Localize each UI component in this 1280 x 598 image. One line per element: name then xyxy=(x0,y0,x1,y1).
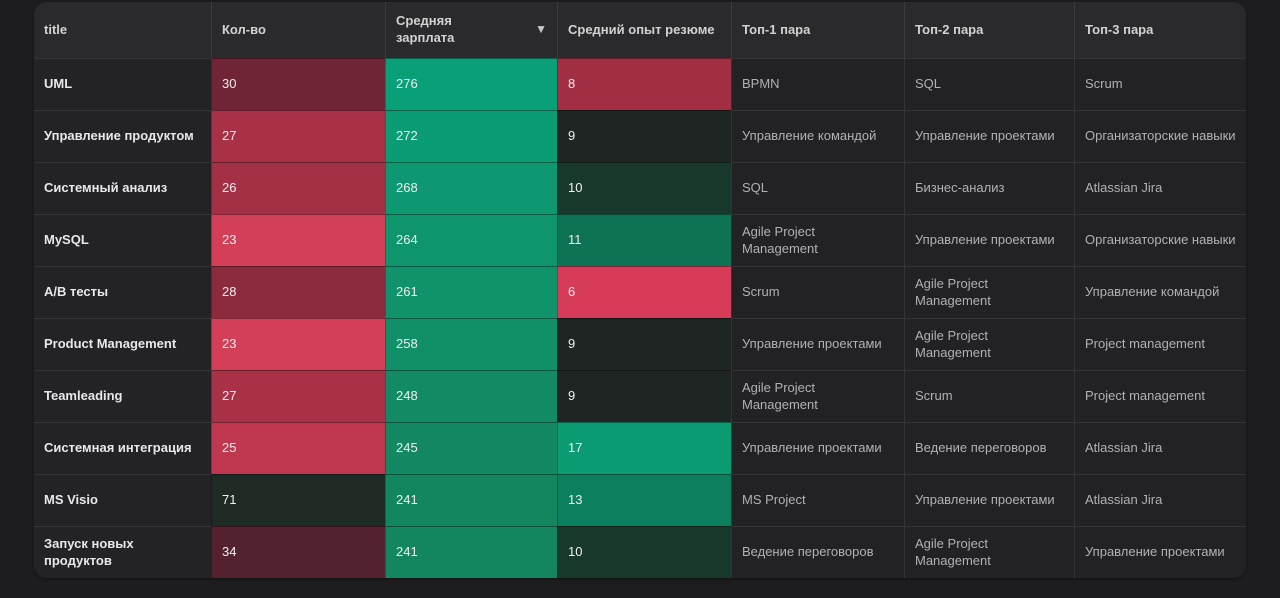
table-row: UML 30 276 8 BPMN SQL Scrum xyxy=(34,58,1246,110)
cell-top1: Scrum xyxy=(731,266,904,318)
cell-count: 34 xyxy=(211,526,385,578)
cell-count: 30 xyxy=(211,58,385,110)
cell-count: 27 xyxy=(211,370,385,422)
cell-experience: 10 xyxy=(557,526,731,578)
cell-salary: 241 xyxy=(385,526,557,578)
cell-top1: MS Project xyxy=(731,474,904,526)
column-header-salary[interactable]: Средняя зарплата ▼ xyxy=(385,2,557,58)
cell-top3: Scrum xyxy=(1074,58,1246,110)
cell-salary: 268 xyxy=(385,162,557,214)
cell-top3: Atlassian Jira xyxy=(1074,474,1246,526)
cell-title: A/B тесты xyxy=(34,266,211,318)
cell-title: Teamleading xyxy=(34,370,211,422)
column-header-top2[interactable]: Топ-2 пара xyxy=(904,2,1074,58)
column-header-top3[interactable]: Топ-3 пара xyxy=(1074,2,1246,58)
cell-experience: 13 xyxy=(557,474,731,526)
cell-top3: Управление проектами xyxy=(1074,526,1246,578)
cell-count: 27 xyxy=(211,110,385,162)
cell-salary: 245 xyxy=(385,422,557,474)
column-header-top1[interactable]: Топ-1 пара xyxy=(731,2,904,58)
table-row: MySQL 23 264 11 Agile Project Management… xyxy=(34,214,1246,266)
cell-top1: Agile Project Management xyxy=(731,214,904,266)
cell-top1: Управление командой xyxy=(731,110,904,162)
column-header-salary-label: Средняя зарплата xyxy=(396,13,455,45)
cell-salary: 241 xyxy=(385,474,557,526)
cell-title: Системная интеграция xyxy=(34,422,211,474)
cell-count: 25 xyxy=(211,422,385,474)
cell-top2: Agile Project Management xyxy=(904,266,1074,318)
data-table: title Кол-во Средняя зарплата ▼ Средний … xyxy=(34,2,1246,578)
cell-top2: Бизнес-анализ xyxy=(904,162,1074,214)
cell-title: Product Management xyxy=(34,318,211,370)
cell-count: 71 xyxy=(211,474,385,526)
cell-experience: 11 xyxy=(557,214,731,266)
cell-top1: BPMN xyxy=(731,58,904,110)
table-row: A/B тесты 28 261 6 Scrum Agile Project M… xyxy=(34,266,1246,318)
cell-top2: Управление проектами xyxy=(904,214,1074,266)
column-header-experience[interactable]: Средний опыт резюме xyxy=(557,2,731,58)
table-row: Product Management 23 258 9 Управление п… xyxy=(34,318,1246,370)
cell-title: Системный анализ xyxy=(34,162,211,214)
table-row: Системная интеграция 25 245 17 Управлени… xyxy=(34,422,1246,474)
cell-experience: 17 xyxy=(557,422,731,474)
cell-top1: Управление проектами xyxy=(731,422,904,474)
cell-salary: 272 xyxy=(385,110,557,162)
cell-top3: Управление командой xyxy=(1074,266,1246,318)
cell-top1: SQL xyxy=(731,162,904,214)
cell-experience: 6 xyxy=(557,266,731,318)
cell-salary: 261 xyxy=(385,266,557,318)
cell-experience: 9 xyxy=(557,110,731,162)
cell-salary: 258 xyxy=(385,318,557,370)
column-header-count[interactable]: Кол-во xyxy=(211,2,385,58)
cell-title: Запуск новых продуктов xyxy=(34,526,211,578)
cell-experience: 9 xyxy=(557,370,731,422)
table-row: MS Visio 71 241 13 MS Project Управление… xyxy=(34,474,1246,526)
cell-top1: Agile Project Management xyxy=(731,370,904,422)
cell-salary: 248 xyxy=(385,370,557,422)
cell-count: 26 xyxy=(211,162,385,214)
cell-top3: Организаторские навыки xyxy=(1074,110,1246,162)
cell-top1: Ведение переговоров xyxy=(731,526,904,578)
cell-top1: Управление проектами xyxy=(731,318,904,370)
cell-experience: 9 xyxy=(557,318,731,370)
cell-experience: 10 xyxy=(557,162,731,214)
cell-title: MS Visio xyxy=(34,474,211,526)
cell-title: Управление продуктом xyxy=(34,110,211,162)
cell-top2: Управление проектами xyxy=(904,110,1074,162)
cell-top3: Atlassian Jira xyxy=(1074,162,1246,214)
table-row: Запуск новых продуктов 34 241 10 Ведение… xyxy=(34,526,1246,578)
cell-top2: Управление проектами xyxy=(904,474,1074,526)
cell-top3: Организаторские навыки xyxy=(1074,214,1246,266)
cell-top3: Project management xyxy=(1074,370,1246,422)
cell-title: UML xyxy=(34,58,211,110)
cell-title: MySQL xyxy=(34,214,211,266)
cell-top2: SQL xyxy=(904,58,1074,110)
cell-salary: 276 xyxy=(385,58,557,110)
cell-top2: Ведение переговоров xyxy=(904,422,1074,474)
table-row: Teamleading 27 248 9 Agile Project Manag… xyxy=(34,370,1246,422)
cell-salary: 264 xyxy=(385,214,557,266)
cell-top3: Atlassian Jira xyxy=(1074,422,1246,474)
cell-count: 23 xyxy=(211,214,385,266)
cell-top2: Scrum xyxy=(904,370,1074,422)
sort-desc-icon[interactable]: ▼ xyxy=(535,22,547,37)
cell-top2: Agile Project Management xyxy=(904,526,1074,578)
cell-top3: Project management xyxy=(1074,318,1246,370)
cell-count: 23 xyxy=(211,318,385,370)
cell-experience: 8 xyxy=(557,58,731,110)
table-row: Системный анализ 26 268 10 SQL Бизнес-ан… xyxy=(34,162,1246,214)
cell-top2: Agile Project Management xyxy=(904,318,1074,370)
column-header-title[interactable]: title xyxy=(44,21,68,37)
cell-count: 28 xyxy=(211,266,385,318)
table-row: Управление продуктом 27 272 9 Управление… xyxy=(34,110,1246,162)
table-header-row: title Кол-во Средняя зарплата ▼ Средний … xyxy=(34,2,1246,58)
